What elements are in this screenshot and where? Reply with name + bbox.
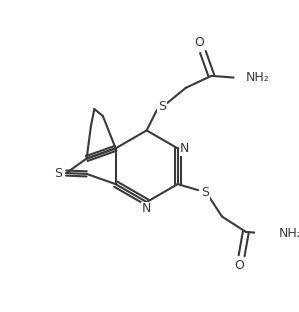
Text: N: N: [180, 142, 189, 155]
Text: NH₂: NH₂: [278, 227, 299, 240]
Text: N: N: [142, 202, 151, 215]
Text: O: O: [195, 36, 205, 49]
Text: S: S: [54, 167, 62, 179]
Text: S: S: [158, 100, 166, 113]
Text: O: O: [234, 259, 244, 272]
Text: S: S: [201, 186, 209, 199]
Text: NH₂: NH₂: [245, 71, 269, 84]
